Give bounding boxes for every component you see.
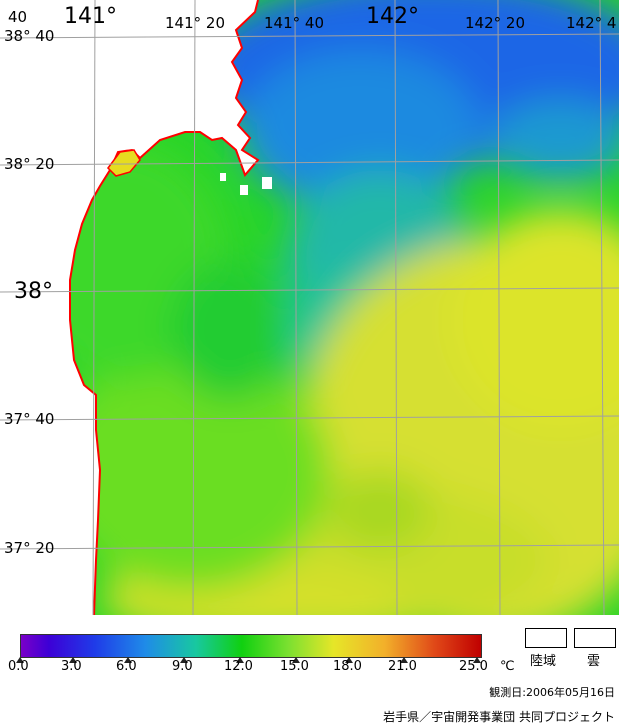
lon-label-141-20: 141° 20 bbox=[165, 14, 225, 32]
scale-tick bbox=[16, 657, 24, 663]
scale-tick bbox=[473, 657, 481, 663]
land-swatch bbox=[525, 628, 567, 648]
scale-label-6: 6.0 bbox=[116, 659, 137, 674]
scale-tick bbox=[345, 657, 353, 663]
scale-tick bbox=[400, 657, 408, 663]
lon-label-142-40: 142° 4 bbox=[566, 14, 617, 32]
cloud-label: 雲 bbox=[587, 654, 601, 669]
lat-label-37-20: 37° 20 bbox=[4, 539, 55, 557]
cloud-swatch bbox=[574, 628, 616, 648]
scale-label-12: 12.0 bbox=[224, 659, 253, 674]
scale-label-9: 9.0 bbox=[172, 659, 193, 674]
observation-date: 観測日:2006年05月16日 bbox=[489, 686, 615, 699]
sea-surface-temperature-map bbox=[0, 0, 619, 615]
lat-label-38-40: 38° 40 bbox=[4, 27, 55, 45]
lon-label-141: 141° bbox=[64, 4, 117, 29]
scale-tick bbox=[236, 657, 244, 663]
legend-panel: 0.0 3.0 6.0 9.0 12.0 15.0 18.0 21.0 25.0… bbox=[0, 615, 619, 725]
scale-label-21: 21.0 bbox=[388, 659, 417, 674]
lat-label-38-20: 38° 20 bbox=[4, 155, 55, 173]
scale-tick bbox=[124, 657, 132, 663]
lat-label-38: 38° bbox=[14, 279, 53, 304]
credit-text: 岩手県／宇宙開発事業団 共同プロジェクト bbox=[383, 710, 615, 724]
lat-label-37-40: 37° 40 bbox=[4, 410, 55, 428]
lon-label-141-40: 141° 40 bbox=[264, 14, 324, 32]
corner-label: 40 bbox=[8, 8, 28, 26]
scale-label-25: 25.0 bbox=[459, 659, 488, 674]
lon-label-142: 142° bbox=[366, 4, 419, 29]
temperature-color-scale bbox=[20, 634, 482, 658]
land-label: 陸域 bbox=[530, 654, 557, 669]
scale-label-15: 15.0 bbox=[280, 659, 309, 674]
scale-label-0: 0.0 bbox=[8, 659, 29, 674]
unit-label: ℃ bbox=[500, 659, 515, 674]
lon-label-142-20: 142° 20 bbox=[465, 14, 525, 32]
scale-label-18: 18.0 bbox=[333, 659, 362, 674]
scale-tick bbox=[292, 657, 300, 663]
scale-tick bbox=[69, 657, 77, 663]
scale-label-3: 3.0 bbox=[61, 659, 82, 674]
scale-tick bbox=[180, 657, 188, 663]
